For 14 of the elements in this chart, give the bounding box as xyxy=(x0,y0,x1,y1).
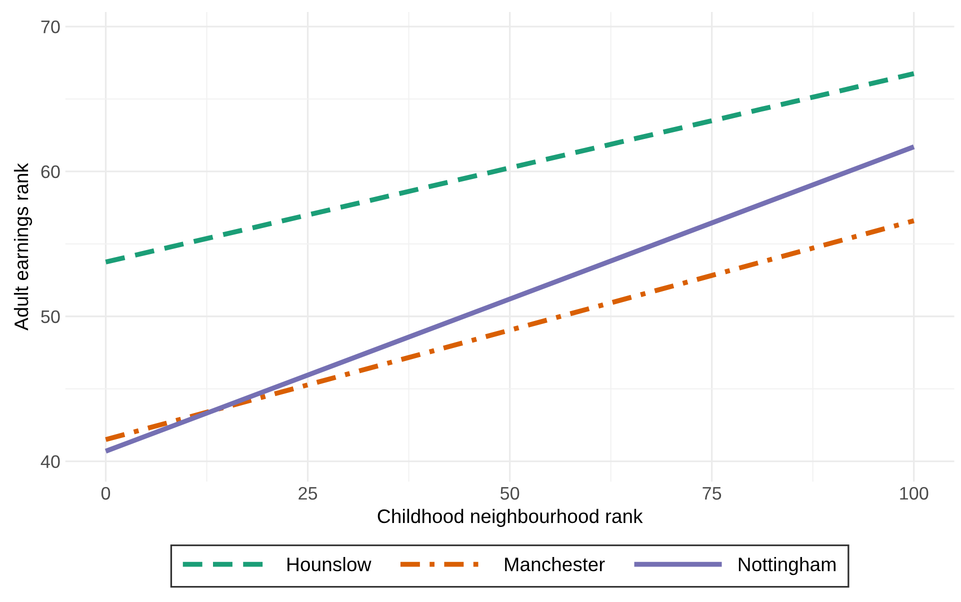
y-tick-label: 50 xyxy=(41,310,60,324)
x-tick-label: 75 xyxy=(702,487,722,500)
legend-label: Hounslow xyxy=(288,556,372,572)
legend-label: Nottingham xyxy=(738,556,836,576)
x-tick-label: 25 xyxy=(298,486,318,500)
y-axis-title: Adult earnings rank xyxy=(14,163,32,331)
x-tick-label: 0 xyxy=(101,486,110,500)
y-tick-label: 70 xyxy=(41,20,60,34)
x-tick-label: 50 xyxy=(500,486,520,500)
y-tick-label: 40 xyxy=(40,455,60,468)
legend-label: Manchester xyxy=(505,556,605,572)
y-tick-label: 60 xyxy=(41,165,60,178)
x-axis-title: Childhood neighbourhood rank xyxy=(378,508,643,527)
x-tick-label: 100 xyxy=(900,486,928,500)
